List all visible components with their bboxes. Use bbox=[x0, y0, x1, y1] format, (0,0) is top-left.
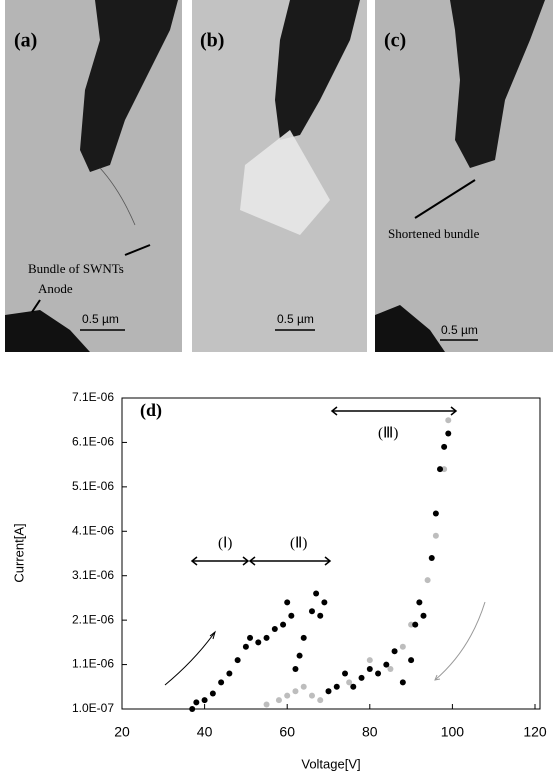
panel-label: (a) bbox=[14, 30, 37, 52]
point bbox=[317, 612, 324, 619]
point bbox=[234, 657, 241, 664]
point bbox=[300, 683, 307, 690]
x-tick-label: 80 bbox=[362, 724, 378, 740]
point bbox=[424, 577, 431, 584]
point bbox=[263, 701, 270, 708]
y-tick-label: 5.1E-06 bbox=[72, 479, 114, 493]
point bbox=[358, 674, 365, 681]
y-tick-label: 6.1E-06 bbox=[72, 435, 114, 449]
point bbox=[317, 697, 324, 704]
point bbox=[408, 657, 415, 664]
point bbox=[375, 670, 382, 677]
panel-label: (c) bbox=[384, 30, 406, 52]
point bbox=[366, 666, 373, 673]
point bbox=[437, 466, 444, 473]
point bbox=[226, 670, 233, 677]
annotation: (d) bbox=[140, 400, 162, 421]
point bbox=[242, 643, 249, 650]
point bbox=[432, 532, 439, 539]
y-tick-label: 2.1E-06 bbox=[72, 612, 114, 626]
x-tick-label: 60 bbox=[279, 724, 295, 740]
annotation: (Ⅰ) bbox=[218, 535, 232, 551]
y-axis-label: Current[A] bbox=[11, 523, 26, 582]
point bbox=[387, 666, 394, 673]
annotation: Shortened bundle bbox=[388, 226, 480, 241]
point bbox=[416, 599, 423, 606]
point bbox=[255, 639, 262, 646]
plot-frame bbox=[121, 397, 541, 710]
scale-bar-label: 0.5 µm bbox=[277, 312, 314, 326]
point bbox=[263, 634, 270, 641]
point bbox=[308, 692, 315, 699]
micrograph-c bbox=[375, 0, 553, 352]
point bbox=[408, 621, 415, 628]
annotation: (Ⅲ) bbox=[378, 425, 398, 441]
point bbox=[383, 661, 390, 668]
y-tick-label: 3.1E-06 bbox=[72, 568, 114, 582]
point bbox=[399, 679, 406, 686]
point bbox=[428, 554, 435, 561]
point bbox=[280, 621, 287, 628]
point bbox=[391, 648, 398, 655]
point bbox=[333, 683, 340, 690]
micrograph-a bbox=[5, 0, 182, 352]
point bbox=[271, 626, 278, 633]
y-tick-label: 1.0E-07 bbox=[72, 701, 114, 715]
point bbox=[275, 697, 282, 704]
point bbox=[346, 679, 353, 686]
point bbox=[193, 699, 200, 706]
scale-bar-label: 0.5 µm bbox=[82, 312, 119, 326]
panel-label: (b) bbox=[200, 30, 224, 52]
point bbox=[432, 510, 439, 517]
point bbox=[399, 643, 406, 650]
point bbox=[189, 706, 196, 712]
point bbox=[300, 634, 307, 641]
point bbox=[201, 697, 208, 704]
micrograph-b bbox=[192, 0, 367, 352]
point bbox=[420, 612, 427, 619]
x-tick-label: 40 bbox=[197, 724, 213, 740]
y-tick-label: 7.1E-06 bbox=[72, 390, 114, 404]
point bbox=[412, 621, 419, 628]
region-arrows bbox=[164, 406, 486, 686]
point bbox=[350, 683, 357, 690]
annotation: Anode bbox=[38, 281, 73, 296]
point bbox=[313, 590, 320, 597]
point bbox=[296, 652, 303, 659]
point bbox=[209, 690, 216, 697]
point bbox=[325, 688, 332, 695]
y-tick-label: 4.1E-06 bbox=[72, 523, 114, 537]
x-tick-label: 20 bbox=[114, 724, 130, 740]
point bbox=[292, 666, 299, 673]
point bbox=[441, 466, 448, 473]
scale-bar-label: 0.5 µm bbox=[441, 323, 478, 337]
y-tick-label: 1.1E-06 bbox=[72, 657, 114, 671]
annotation: Bundle of SWNTs bbox=[28, 261, 124, 276]
x-axis-label: Voltage[V] bbox=[301, 756, 360, 771]
point bbox=[288, 612, 295, 619]
point bbox=[321, 599, 328, 606]
point bbox=[308, 608, 315, 615]
point bbox=[292, 688, 299, 695]
point bbox=[284, 599, 291, 606]
point bbox=[218, 679, 225, 686]
x-tick-label: 120 bbox=[523, 724, 547, 740]
annotation: (Ⅱ) bbox=[290, 535, 307, 551]
point bbox=[445, 430, 452, 437]
point bbox=[284, 692, 291, 699]
point bbox=[342, 670, 349, 677]
x-tick-label: 100 bbox=[441, 724, 465, 740]
point bbox=[247, 634, 254, 641]
point bbox=[441, 443, 448, 450]
point bbox=[445, 417, 452, 424]
point bbox=[366, 657, 373, 664]
